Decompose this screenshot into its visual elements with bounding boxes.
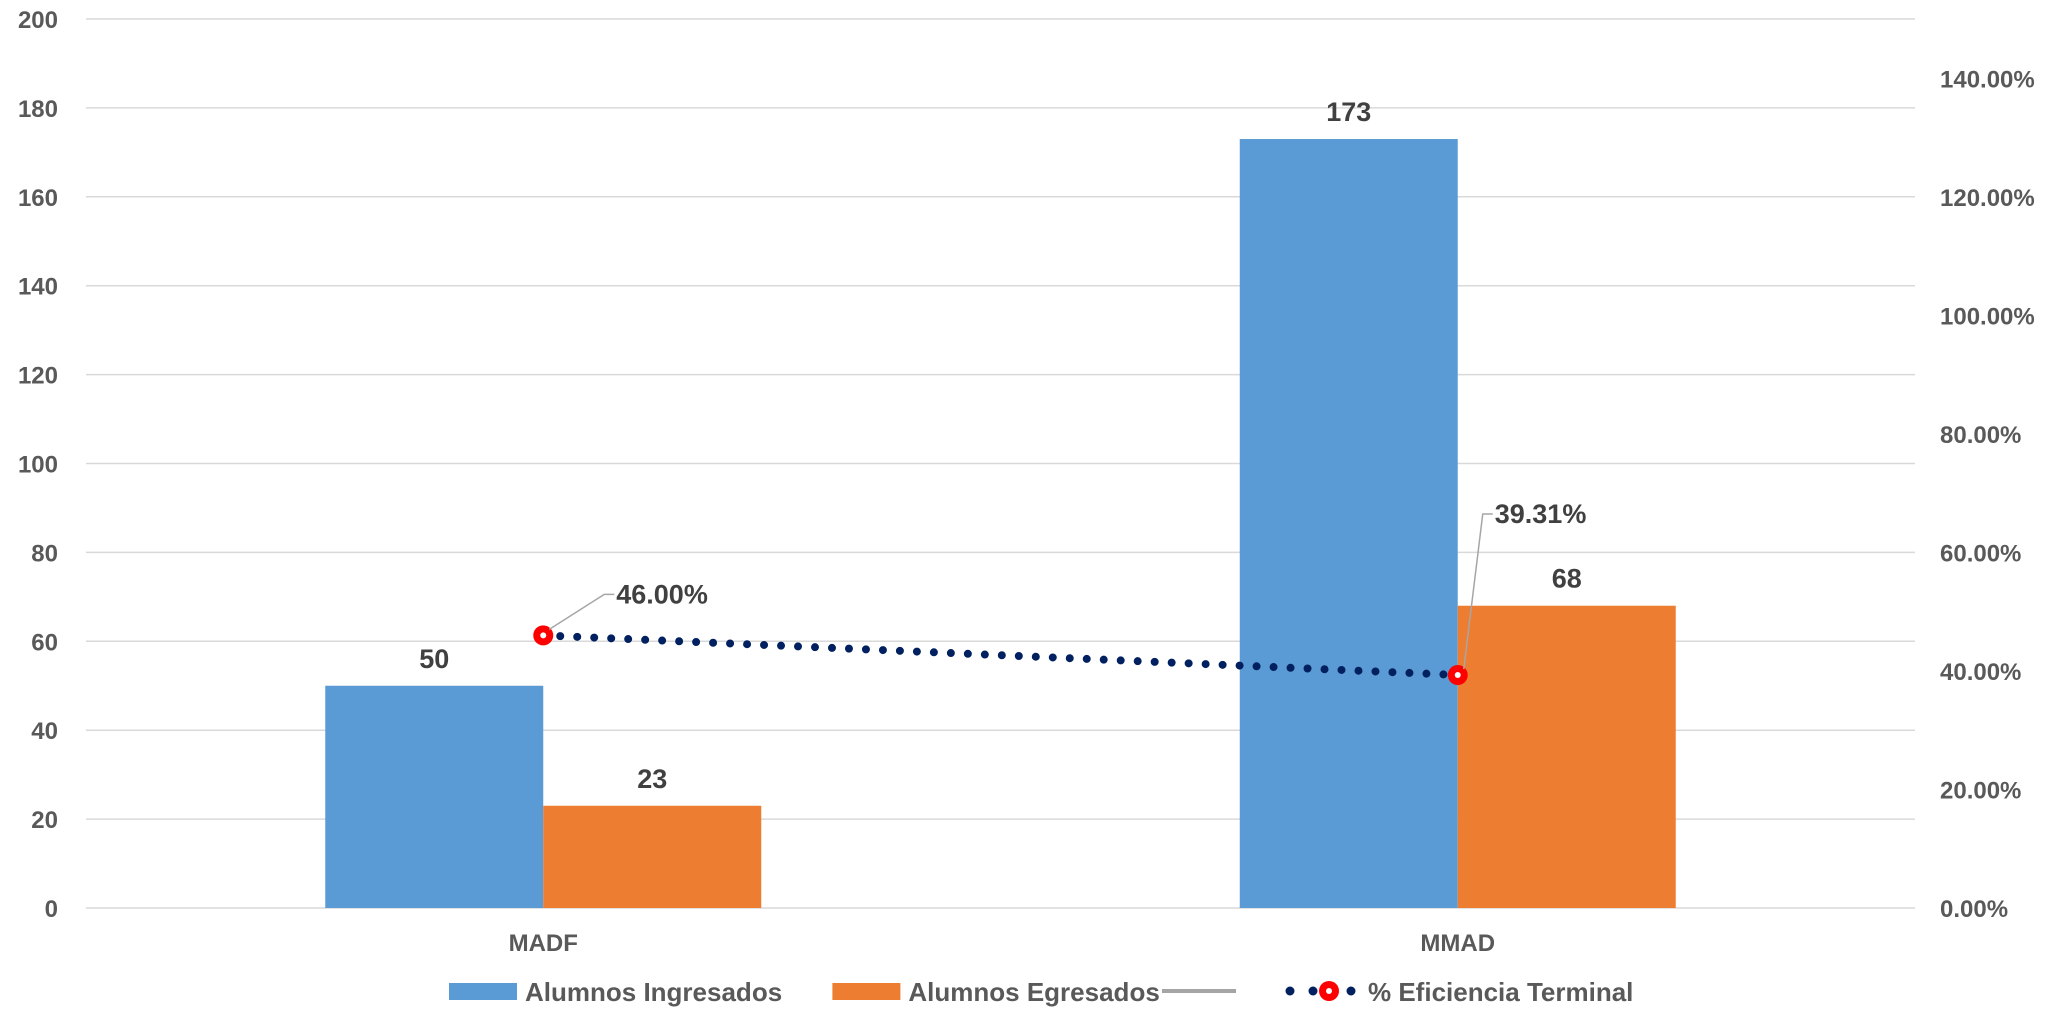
bar-value-label: 173 — [1326, 97, 1371, 127]
y-tick-label: 180 — [18, 96, 58, 123]
y2-tick-label: 40.00% — [1940, 659, 2021, 686]
y-tick-label: 160 — [18, 185, 58, 212]
efficiency-line-segment — [539, 631, 1462, 680]
y-tick-label: 60 — [31, 629, 58, 656]
category-labels: MADF MMAD — [509, 930, 1495, 957]
legend-label: Alumnos Egresados — [908, 977, 1159, 1007]
legend: Alumnos Ingresados Alumnos Egresados % Efi… — [449, 977, 1633, 1007]
y2-tick-label: 60.00% — [1940, 540, 2021, 567]
data-labels: 50 23 173 68 46.00% 39.31% — [419, 97, 1586, 794]
bars — [325, 139, 1676, 908]
y2-tick-label: 120.00% — [1940, 185, 2035, 212]
y-tick-label: 40 — [31, 718, 58, 745]
y-tick-label: 140 — [18, 274, 58, 301]
bar-value-label: 23 — [637, 764, 667, 794]
y-tick-label: 100 — [18, 452, 58, 479]
left-axis-ticks: 0 20 40 60 80 100 120 140 160 180 200 — [18, 7, 58, 923]
bar-alumnos-ingresados-mmad — [1239, 139, 1458, 908]
efficiency-marker-center — [1454, 672, 1461, 679]
efficiency-value-label: 46.00% — [616, 579, 708, 609]
legend-swatch — [449, 983, 517, 1000]
efficiency-marker-center — [540, 632, 547, 639]
efficiency-line — [533, 513, 1493, 686]
legend-line-dot — [1285, 986, 1295, 996]
y-tick-label: 120 — [18, 363, 58, 390]
bar-alumnos-ingresados-madf — [325, 685, 544, 908]
y-tick-label: 20 — [31, 807, 58, 834]
y-tick-label: 200 — [18, 7, 58, 34]
legend-line-dot — [1346, 986, 1356, 996]
right-axis-ticks: 0.00% 20.00% 40.00% 60.00% 80.00% 100.00% 120.… — [1940, 66, 2035, 923]
y2-tick-label: 0.00% — [1940, 896, 2008, 923]
category-label: MMAD — [1420, 930, 1495, 957]
bar-alumnos-egresados-mmad — [1457, 605, 1676, 908]
y2-tick-label: 20.00% — [1940, 777, 2021, 804]
legend-label: Alumnos Ingresados — [525, 977, 782, 1007]
y2-tick-label: 140.00% — [1940, 66, 2035, 93]
y-tick-label: 0 — [45, 896, 58, 923]
legend-label: % Eficiencia Terminal — [1368, 977, 1633, 1007]
y2-tick-label: 100.00% — [1940, 303, 2035, 330]
y2-tick-label: 80.00% — [1940, 422, 2021, 449]
bar-alumnos-egresados-madf — [543, 805, 762, 908]
category-label: MADF — [509, 930, 578, 957]
efficiency-leader-line — [548, 593, 615, 631]
bar-value-label: 50 — [419, 644, 449, 674]
y-tick-label: 80 — [31, 540, 58, 567]
legend-swatch — [832, 983, 901, 1000]
efficiency-leader-line — [1463, 513, 1493, 670]
bar-value-label: 68 — [1552, 564, 1582, 594]
efficiency-value-label: 39.31% — [1495, 499, 1587, 529]
legend-line-dot — [1308, 986, 1318, 996]
legend-line-marker-center — [1326, 988, 1332, 994]
